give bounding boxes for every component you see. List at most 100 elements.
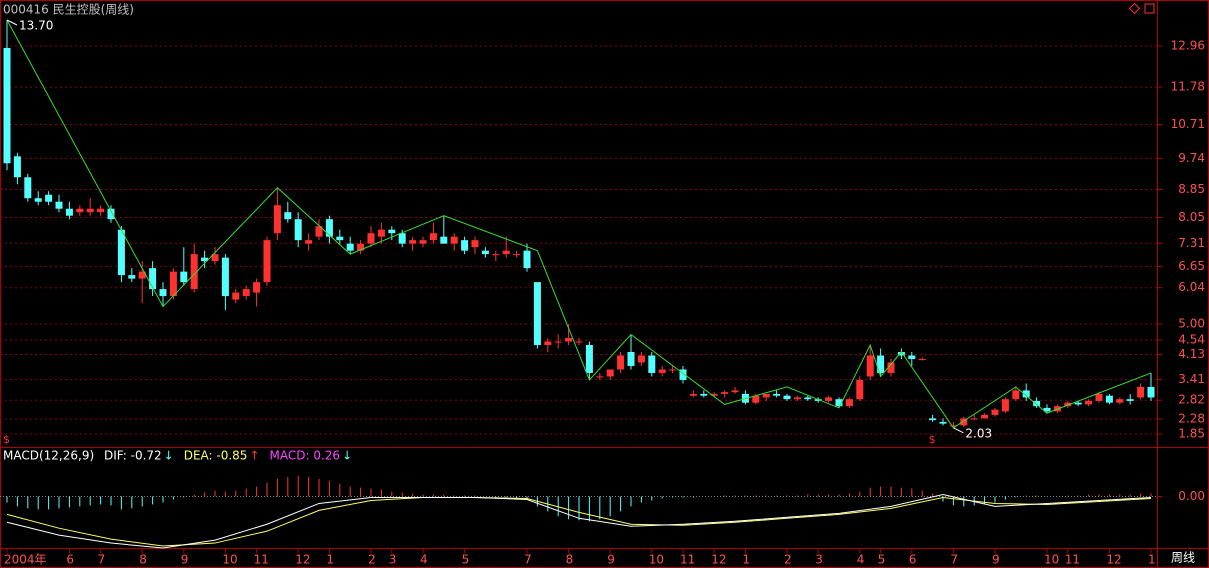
- candle-body: [877, 355, 885, 373]
- x-tick-label: 7: [98, 553, 106, 567]
- candle-body: [502, 250, 510, 255]
- candle-body: [1074, 402, 1082, 405]
- x-tick-label: 1: [326, 553, 334, 567]
- candle-body: [866, 355, 874, 377]
- candle-body: [263, 240, 271, 283]
- candle-body: [731, 390, 739, 393]
- y-tick-label: 1.85: [1178, 427, 1205, 441]
- candle-body: [221, 257, 229, 297]
- x-tick-label: 8: [139, 553, 147, 567]
- x-tick-label: 3: [815, 553, 823, 567]
- annotation: 2.03: [965, 426, 992, 440]
- candle-body: [76, 208, 84, 213]
- candle-body: [3, 47, 11, 164]
- candle-body: [367, 233, 375, 244]
- candle-body: [180, 271, 188, 283]
- candle-body: [34, 198, 42, 202]
- x-tick-label: 12: [1106, 553, 1121, 567]
- candle-body: [284, 212, 292, 220]
- candle-body: [253, 282, 261, 293]
- y-tick-label: 12.96: [1171, 38, 1205, 52]
- candle-body: [1085, 400, 1093, 405]
- candle-body: [1105, 395, 1113, 403]
- candle-body: [606, 369, 614, 377]
- y-tick-label: 0.00: [1178, 489, 1205, 503]
- candle-body: [845, 399, 853, 407]
- x-tick-label: 12: [711, 553, 726, 567]
- candle-body: [481, 250, 489, 255]
- candle-body: [1116, 399, 1124, 403]
- x-tick-label: 7: [950, 553, 958, 567]
- candle-body: [533, 282, 541, 346]
- candle-body: [149, 268, 157, 290]
- candle-body: [24, 177, 32, 199]
- candle-body: [242, 289, 250, 297]
- candle-body: [825, 397, 833, 401]
- candle-body: [689, 393, 697, 396]
- candle-body: [190, 254, 198, 290]
- indicator-value: ↑: [249, 449, 259, 463]
- candle-body: [669, 369, 677, 371]
- x-tick-label: 6: [66, 553, 74, 567]
- candle-body: [1043, 407, 1051, 412]
- candle-body: [929, 418, 937, 421]
- candle-body: [544, 341, 552, 346]
- candle-body: [169, 271, 177, 297]
- x-tick-label: 5: [878, 553, 886, 567]
- x-tick-label: 4: [420, 553, 428, 567]
- x-tick-label: 10: [222, 553, 237, 567]
- y-tick-label: 6.04: [1178, 280, 1205, 294]
- y-tick-label: 11.78: [1171, 80, 1205, 94]
- candle-body: [596, 376, 604, 378]
- candle-body: [1001, 399, 1009, 412]
- candle-body: [908, 355, 916, 359]
- y-tick-label: 10.71: [1171, 117, 1205, 131]
- candle-body: [471, 240, 479, 248]
- y-tick-label: 4.13: [1178, 347, 1205, 361]
- x-tick-label: 10: [1044, 553, 1059, 567]
- candle-body: [65, 208, 73, 216]
- grid: 1.852.28 2.82 3.41 4.134.54 5.00 6.04 6.65 7.31…: [0, 38, 1205, 567]
- candle-body: [419, 240, 427, 244]
- candle-body: [97, 208, 105, 213]
- candle-body: [783, 395, 791, 400]
- x-tick-label: 1: [742, 553, 750, 567]
- x-tick-label: 7: [524, 553, 532, 567]
- candle-body: [305, 240, 313, 244]
- dea-line: [6, 497, 1152, 547]
- x-tick-label: 4: [857, 553, 865, 567]
- candle-body: [138, 271, 146, 279]
- candle-body: [554, 341, 562, 343]
- x-tick-label: 11: [1065, 553, 1080, 567]
- y-tick-label: 3.41: [1178, 372, 1205, 386]
- indicator-label: MACD(12,26,9): [3, 449, 94, 463]
- candle-body: [679, 369, 687, 380]
- candle-body: [211, 254, 219, 262]
- candle-body: [939, 421, 947, 424]
- window-icon[interactable]: [1144, 3, 1155, 14]
- annotation-leader: [953, 427, 964, 434]
- marks: 13.702.03$ $DIF: -0.72 ↓ DEA: -0.85 ↑ MACD: 0…: [3, 19, 1155, 549]
- candle-body: [1033, 400, 1041, 407]
- x-tick-label: 9: [992, 553, 1000, 567]
- candle-body: [648, 355, 656, 373]
- candle-body: [201, 257, 209, 262]
- y-tick-label: 5.00: [1178, 317, 1205, 331]
- candle-body: [1095, 393, 1103, 401]
- candle-body: [492, 254, 500, 256]
- candle-body: [107, 208, 115, 220]
- candle-body: [232, 292, 240, 300]
- candle-body: [960, 418, 968, 426]
- candle-body: [273, 205, 281, 234]
- candle-body: [1137, 386, 1145, 398]
- signal-mark: $: [3, 433, 10, 446]
- window-icon[interactable]: [1128, 2, 1141, 15]
- candle-body: [45, 194, 53, 202]
- candle-body: [918, 358, 926, 360]
- indicator-value: DIF: -0.72: [104, 449, 162, 463]
- x-tick-label: 12: [295, 553, 310, 567]
- x-tick-label: 9: [607, 553, 615, 567]
- x-tick-label: 6: [909, 553, 917, 567]
- candle-body: [336, 236, 344, 241]
